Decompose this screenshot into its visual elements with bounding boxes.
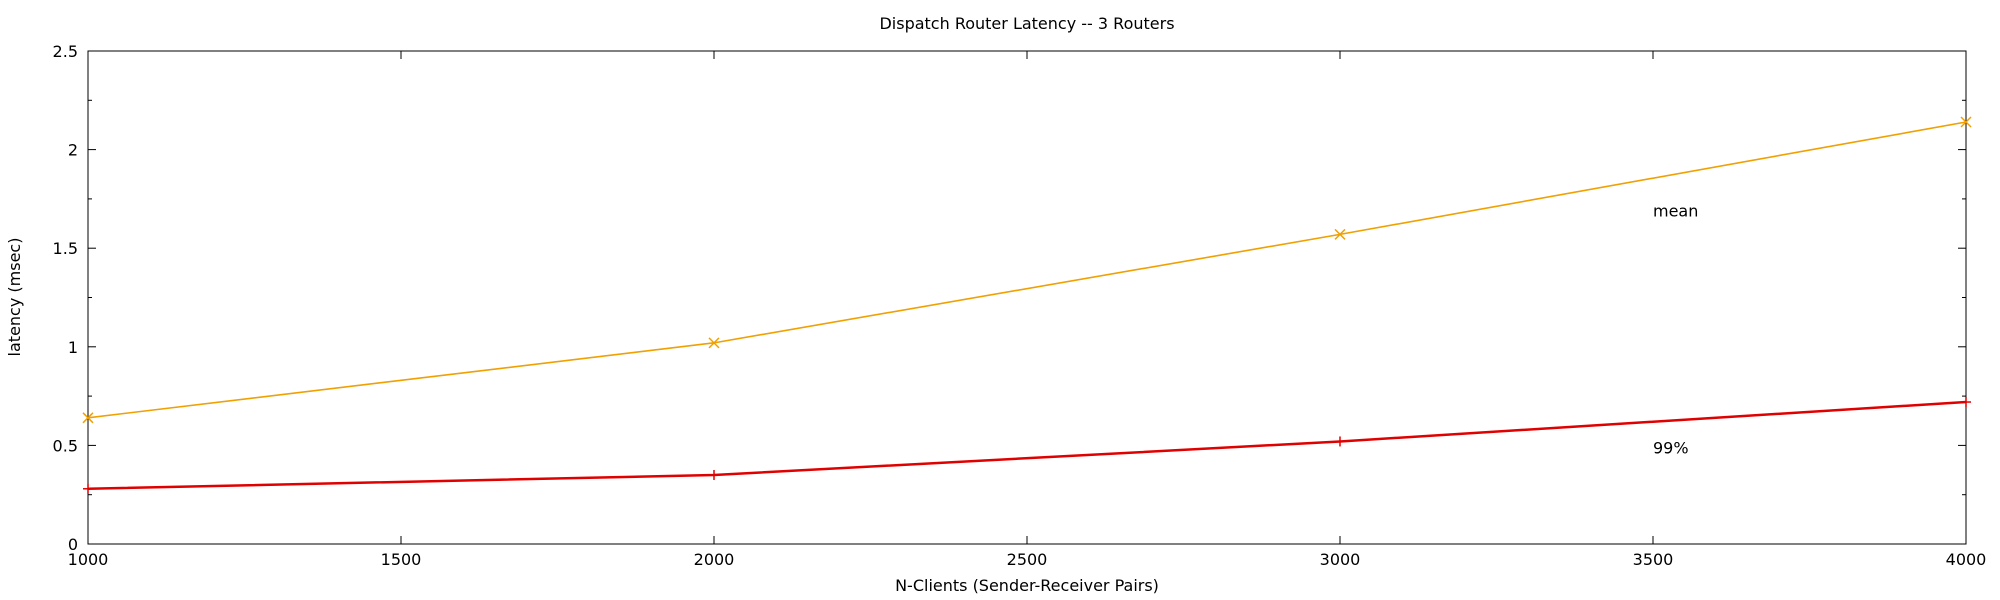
axis-ticks: 1000 1500 2000 2500 3000 3500 4000 0 0.5 1 1.5 2 2.5: [53, 42, 1987, 569]
x-axis-label: N-Clients (Sender-Receiver Pairs): [895, 576, 1159, 595]
data-point: [83, 483, 93, 494]
data-point: [708, 337, 720, 349]
y-tick-label: 1.5: [53, 239, 78, 258]
y-tick-label: 2: [68, 141, 78, 160]
x-tick-label: 1500: [381, 550, 422, 569]
series-annotation: 99%: [1653, 438, 1689, 457]
data-point: [1335, 436, 1345, 447]
marker-stroke: [1960, 116, 1972, 128]
y-tick-label: 2.5: [53, 42, 78, 61]
y-axis-label: latency (msec): [5, 238, 24, 357]
marker-stroke: [1334, 228, 1346, 240]
y-tick-label: 0.5: [53, 436, 78, 455]
data-point: [709, 469, 719, 480]
annotations: mean 99%: [1653, 202, 1698, 458]
series-line-0: [87, 121, 1967, 419]
y-tick-label: 1: [68, 338, 78, 357]
data-point: [1334, 228, 1346, 240]
data-point: [1961, 397, 1971, 408]
series-line-1: [87, 400, 1967, 491]
series-layer: [82, 116, 1972, 494]
data-point: [1960, 116, 1972, 128]
y-tick-label: 0: [68, 535, 78, 554]
marker-stroke: [82, 412, 94, 424]
x-tick-label: 3500: [1633, 550, 1674, 569]
x-tick-label: 2500: [1007, 550, 1048, 569]
series-annotation: mean: [1653, 202, 1698, 221]
marker-stroke: [708, 337, 720, 349]
x-tick-label: 2000: [694, 550, 735, 569]
chart-title: Dispatch Router Latency -- 3 Routers: [879, 14, 1174, 33]
x-tick-label: 4000: [1946, 550, 1987, 569]
plot-frame: [87, 50, 1967, 545]
x-tick-label: 3000: [1320, 550, 1361, 569]
data-point: [82, 412, 94, 424]
x-tick-label: 1000: [68, 550, 109, 569]
